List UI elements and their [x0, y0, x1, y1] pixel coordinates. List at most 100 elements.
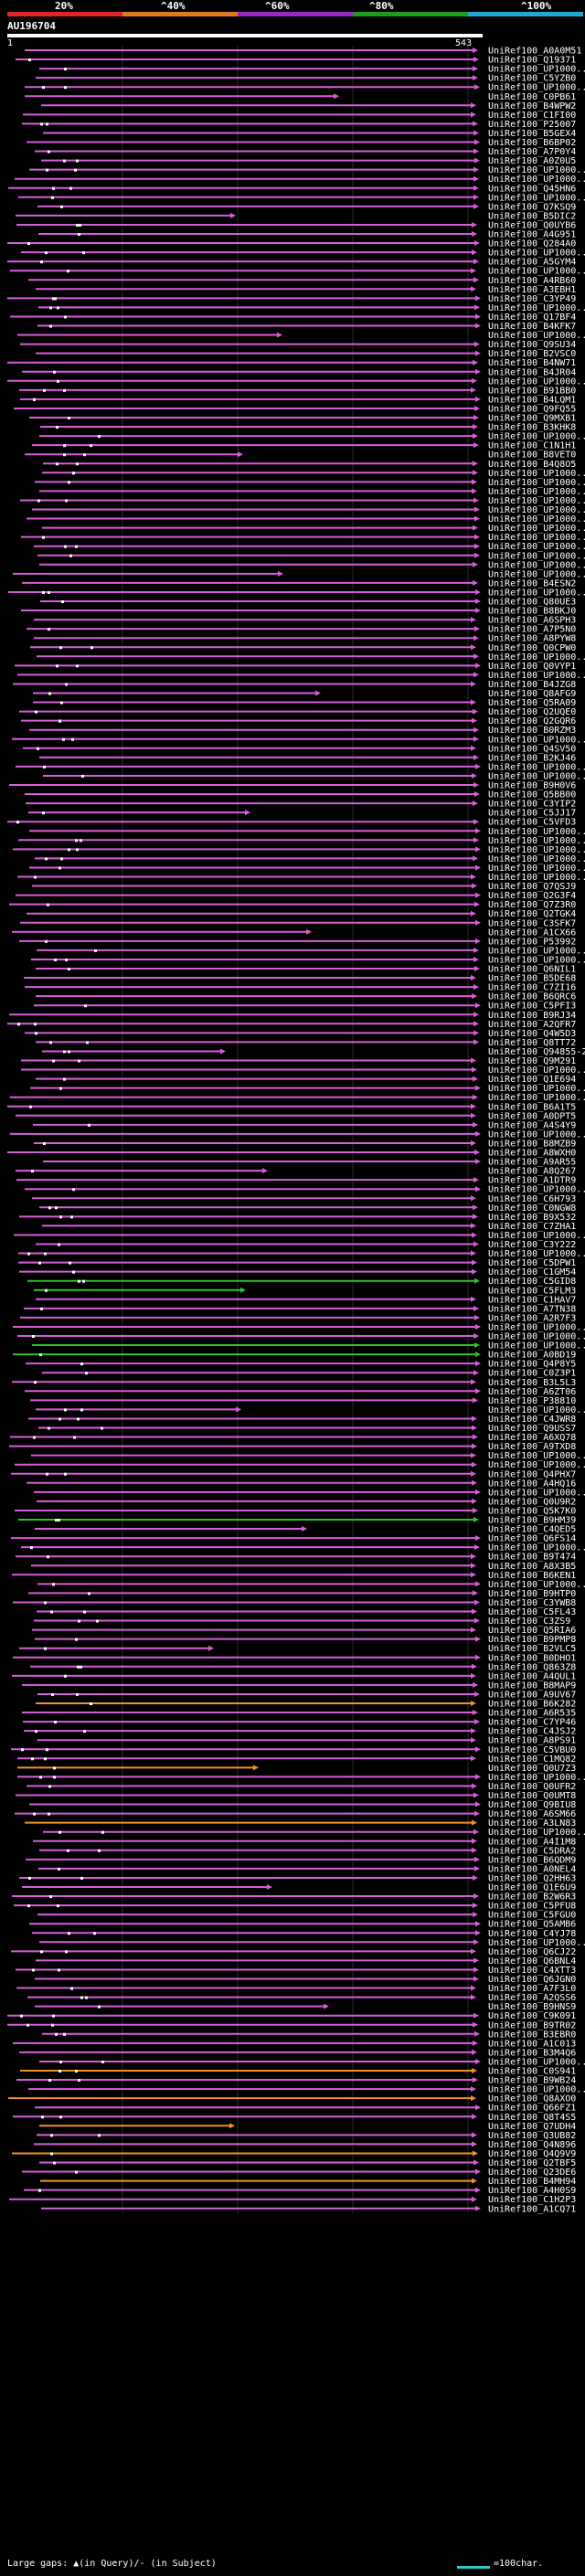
hit-row[interactable]: UniRef100_C5FGU0 [37, 1911, 576, 1921]
hit-row[interactable]: UniRef100_A6SM66 [15, 1809, 576, 1819]
hit-row[interactable]: UniRef100_Q9FQ55 [14, 404, 576, 414]
hit-row[interactable]: UniRef100_B4NW71 [7, 358, 576, 368]
hit-row[interactable]: UniRef100_UP1000.. [17, 331, 585, 341]
hit-row[interactable]: UniRef100_Q0UMT8 [16, 1791, 576, 1801]
hit-row[interactable]: UniRef100_A6SPH3 [34, 616, 576, 626]
hit-row[interactable]: UniRef100_Q2TBF5 [39, 2158, 576, 2168]
hit-row[interactable]: UniRef100_UP1000.. [25, 1185, 585, 1195]
hit-row[interactable]: UniRef100_Q6CJ22 [11, 1947, 576, 1957]
hit-row[interactable]: UniRef100_Q0VYP1 [15, 662, 576, 672]
hit-row[interactable]: UniRef100_B0RZM3 [29, 726, 576, 736]
hit-row[interactable]: UniRef100_Q4W5D3 [25, 1029, 576, 1039]
hit-row[interactable]: UniRef100_A1DTR9 [16, 1176, 576, 1186]
hit-row[interactable]: UniRef100_A3EBH1 [36, 285, 576, 295]
hit-row[interactable]: UniRef100_C4JSJ2 [24, 1727, 576, 1737]
hit-row[interactable]: UniRef100_Q9USS7 [38, 1424, 576, 1434]
hit-row[interactable]: UniRef100_Q7UDH4 [39, 2122, 576, 2132]
hit-row[interactable]: UniRef100_Q0U9R2 [37, 1497, 576, 1507]
hit-row[interactable]: UniRef100_C5FLM3 [34, 1286, 576, 1296]
hit-row[interactable]: UniRef100_P25007 [22, 120, 576, 130]
hit-row[interactable]: UniRef100_UP1000.. [42, 524, 585, 534]
hit-row[interactable]: UniRef100_A1CX66 [12, 928, 576, 938]
hit-row[interactable]: UniRef100_B4KFK7 [37, 322, 576, 332]
hit-row[interactable]: UniRef100_A9AR55 [43, 1158, 576, 1168]
hit-row[interactable]: UniRef100_C5VBU0 [11, 1745, 576, 1755]
hit-row[interactable]: UniRef100_B4MH94 [40, 2177, 576, 2187]
hit-row[interactable]: UniRef100_Q17BF4 [10, 313, 576, 323]
hit-row[interactable]: UniRef100_C1N1H1 [32, 441, 576, 451]
hit-row[interactable]: UniRef100_B3EBR0 [42, 2030, 576, 2040]
hit-row[interactable]: UniRef100_B3L5L3 [12, 1378, 576, 1388]
hit-row[interactable]: UniRef100_Q2G3F4 [16, 891, 576, 901]
hit-row[interactable]: UniRef100_UP1000.. [35, 478, 585, 488]
hit-row[interactable]: UniRef100_B4WPW2 [41, 101, 576, 111]
hit-row[interactable]: UniRef100_UP1000.. [28, 2085, 585, 2095]
hit-row[interactable]: UniRef100_A6ZT06 [25, 1387, 576, 1397]
hit-row[interactable]: UniRef100_A7TN38 [24, 1304, 576, 1314]
hit-row[interactable]: UniRef100_B6QDM9 [26, 1855, 576, 1865]
hit-row[interactable]: UniRef100_Q80UE3 [40, 598, 576, 608]
hit-row[interactable]: UniRef100_A2QSS6 [27, 1993, 576, 2003]
hit-row[interactable]: UniRef100_UP1000.. [30, 1084, 585, 1094]
hit-row[interactable]: UniRef100_B8BKJ0 [21, 607, 576, 617]
hit-row[interactable]: UniRef100_UP1000.. [32, 505, 585, 515]
hit-row[interactable]: UniRef100_C3YIP2 [26, 800, 576, 810]
hit-row[interactable]: UniRef100_B2W6R3 [12, 1892, 576, 1903]
hit-row[interactable]: UniRef100_A8X3B5 [31, 1562, 576, 1572]
hit-row[interactable]: UniRef100_C0Z3P1 [42, 1369, 576, 1379]
hit-row[interactable]: UniRef100_Q0UFR2 [27, 1782, 576, 1792]
hit-row[interactable]: UniRef100_UP1000.. [29, 165, 585, 175]
hit-row[interactable]: UniRef100_UP1000.. [18, 836, 585, 846]
hit-row[interactable]: UniRef100_UP1000.. [39, 560, 585, 570]
hit-row[interactable]: UniRef100_Q5BB00 [25, 790, 576, 800]
hit-row[interactable]: UniRef100_UP1000.. [10, 1129, 585, 1140]
hit-row[interactable]: UniRef100_Q7Z3R0 [9, 900, 576, 910]
hit-row[interactable]: UniRef100_Q2TGK4 [27, 909, 576, 919]
hit-row[interactable]: UniRef100_UP1000.. [35, 854, 585, 864]
hit-row[interactable]: UniRef100_A0NEL4 [38, 1864, 576, 1874]
hit-row[interactable]: UniRef100_UP1000.. [17, 1332, 585, 1342]
hit-row[interactable]: UniRef100_B6BP02 [27, 138, 576, 148]
hit-row[interactable]: UniRef100_B9HM39 [18, 1516, 576, 1526]
hit-row[interactable]: UniRef100_Q94855-2 [42, 1047, 585, 1057]
hit-row[interactable]: UniRef100_UP1000.. [31, 955, 585, 965]
hit-row[interactable]: UniRef100_Q3UB82 [37, 2131, 576, 2141]
hit-row[interactable]: UniRef100_A7F3L0 [16, 1984, 576, 1994]
hit-row[interactable]: UniRef100_UP1000.. [10, 267, 585, 277]
hit-row[interactable]: UniRef100_A4S4Y9 [33, 1120, 576, 1130]
hit-row[interactable]: UniRef100_Q5RA09 [33, 698, 576, 708]
hit-row[interactable]: UniRef100_A8PYW8 [34, 634, 576, 644]
hit-row[interactable]: UniRef100_B9HNS9 [35, 2002, 576, 2012]
hit-row[interactable]: UniRef100_Q9MXB1 [29, 414, 576, 424]
hit-row[interactable]: UniRef100_C5JJ17 [28, 809, 576, 819]
hit-row[interactable]: UniRef100_A6XQ78 [10, 1433, 576, 1443]
hit-row[interactable]: UniRef100_B9H0V6 [9, 781, 576, 791]
hit-row[interactable]: UniRef100_C5FL43 [37, 1607, 576, 1617]
hit-row[interactable]: UniRef100_C4XTT3 [16, 1966, 576, 1976]
hit-row[interactable]: UniRef100_UP1000.. [34, 542, 585, 552]
hit-row[interactable]: UniRef100_B0DHO1 [13, 1653, 576, 1663]
hit-row[interactable]: UniRef100_B6K282 [36, 1700, 576, 1710]
hit-row[interactable]: UniRef100_C5YZB0 [36, 74, 576, 84]
hit-row[interactable]: UniRef100_B8MZB9 [34, 1139, 576, 1149]
hit-row[interactable]: UniRef100_B4JR04 [22, 367, 576, 377]
hit-row[interactable]: UniRef100_Q4N896 [34, 2140, 576, 2150]
hit-row[interactable]: UniRef100_Q1E694 [36, 1075, 576, 1085]
hit-row[interactable]: UniRef100_B4JZG8 [13, 680, 576, 690]
hit-row[interactable]: UniRef100_C3ZS9 [34, 1617, 570, 1627]
hit-row[interactable]: UniRef100_Q9SU34 [20, 340, 576, 350]
hit-row[interactable]: UniRef100_UP1000.. [27, 514, 585, 525]
hit-row[interactable]: UniRef100_Q66FZ1 [35, 2104, 576, 2114]
hit-row[interactable]: UniRef100_B5DIC2 [16, 211, 576, 221]
hit-row[interactable]: UniRef100_Q19371 [16, 56, 576, 66]
hit-row[interactable]: UniRef100_Q6JGN0 [35, 1975, 576, 1985]
hit-row[interactable]: UniRef100_UP1000.. [43, 1828, 585, 1838]
hit-row[interactable]: UniRef100_A9UV67 [37, 1690, 576, 1700]
hit-row[interactable]: UniRef100_B4Q8O5 [43, 460, 576, 470]
hit-row[interactable]: UniRef100_UP1000.. [10, 1093, 585, 1103]
hit-row[interactable]: UniRef100_C1MQ82 [17, 1754, 576, 1765]
hit-row[interactable]: UniRef100_A8WXH0 [7, 1149, 576, 1159]
hit-row[interactable]: UniRef100_Q284A0 [7, 239, 576, 249]
hit-row[interactable]: UniRef100_B91BB0 [19, 386, 576, 396]
hit-row[interactable]: UniRef100_UP1000.. [39, 432, 585, 442]
